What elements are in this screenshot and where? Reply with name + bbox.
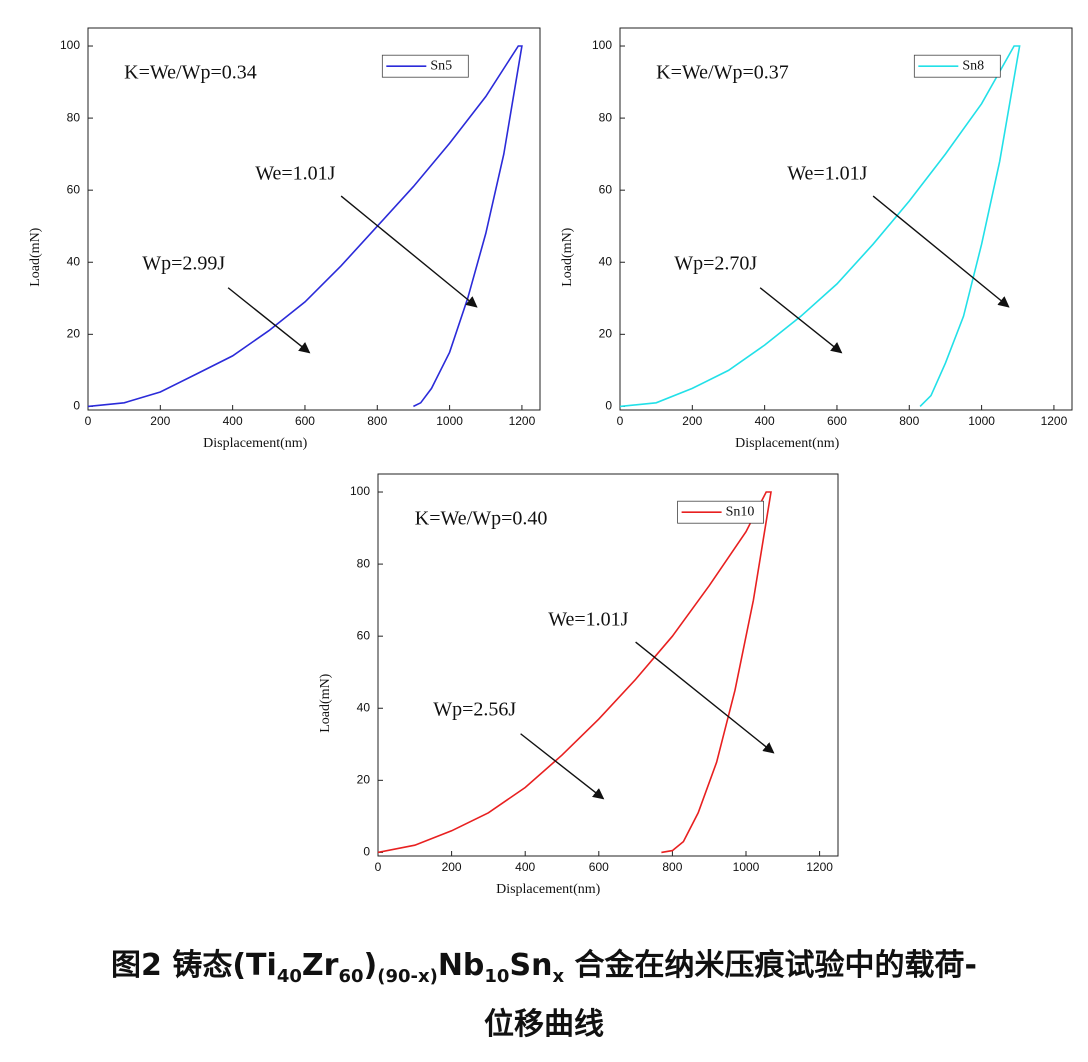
x-axis-label: Displacement(nm) (203, 436, 308, 451)
legend-label: Sn8 (962, 58, 984, 73)
y-tick-label: 60 (67, 182, 81, 196)
y-tick-label: 0 (605, 399, 612, 413)
annotation-arrow (227, 287, 311, 354)
y-axis-label: Load(mN) (318, 673, 333, 732)
load-curve (87, 45, 523, 408)
y-tick-label: 20 (599, 326, 613, 340)
annotation-arrow (759, 287, 843, 354)
x-tick-label: 1200 (1041, 414, 1068, 428)
x-axis-label: Displacement(nm) (496, 882, 601, 897)
annotation-arrow (635, 641, 775, 754)
plot-frame (619, 27, 1073, 411)
x-tick-label: 600 (295, 414, 315, 428)
x-tick-label: 0 (85, 414, 92, 428)
caption-subscript: x (552, 966, 565, 987)
caption-subscript: 10 (484, 966, 510, 987)
y-tick-label: 20 (67, 326, 81, 340)
y-tick-label: 100 (350, 484, 370, 498)
annotation: Wp=2.99J (142, 252, 225, 274)
caption-subscript: 60 (338, 966, 364, 987)
y-tick-label: 20 (357, 772, 371, 786)
x-tick-label: 600 (827, 414, 847, 428)
x-tick-label: 200 (150, 414, 170, 428)
x-tick-label: 800 (899, 414, 919, 428)
y-tick-label: 40 (599, 254, 613, 268)
x-tick-label: 0 (617, 414, 624, 428)
annotation: We=1.01J (255, 163, 335, 185)
annotation: Wp=2.70J (674, 252, 757, 274)
y-tick-label: 80 (599, 110, 613, 124)
annotation-arrow (340, 195, 478, 308)
caption-text: 合金在纳米压痕试验中的载荷- (564, 948, 977, 983)
annotation-arrow (520, 733, 605, 800)
annotation: We=1.01J (787, 163, 867, 185)
caption-text: Zr (301, 948, 339, 983)
x-tick-label: 200 (442, 860, 462, 874)
x-tick-label: 1000 (968, 414, 995, 428)
x-tick-label: 400 (755, 414, 775, 428)
annotation: We=1.01J (548, 609, 628, 631)
caption-line: 图2 铸态(Ti40Zr60)(90-x)Nb10Snx 合金在纳米压痕试验中的… (0, 940, 1088, 987)
y-tick-label: 100 (60, 38, 80, 52)
plot-frame (377, 473, 839, 857)
caption-line: 位移曲线 (484, 1007, 604, 1042)
y-tick-label: 40 (357, 700, 371, 714)
annotation: Wp=2.56J (433, 698, 516, 720)
x-tick-label: 400 (223, 414, 243, 428)
figure: 0 200 400 600 800 1000 1200020406080100Displac… (28, 27, 1073, 897)
y-tick-label: 40 (67, 254, 81, 268)
y-tick-label: 0 (73, 399, 80, 413)
caption-text: Sn (509, 948, 553, 983)
y-axis-label: Load(mN) (28, 227, 43, 286)
load-curve (619, 45, 1021, 408)
load-curve (377, 491, 772, 854)
y-tick-label: 80 (357, 556, 371, 570)
x-tick-label: 1200 (806, 860, 833, 874)
caption-text: 图2 铸态(Ti (111, 948, 277, 983)
x-tick-label: 1200 (509, 414, 536, 428)
caption-subscript: 40 (276, 966, 302, 987)
caption-subscript: (90-x) (377, 966, 438, 987)
chart: 0 200 400 600 800 1000 1200 0 20 40 60 80 100 Displac… (318, 473, 839, 897)
legend-label: Sn10 (726, 504, 755, 519)
chart: 0 200 400 600 800 1000 1200 0 20 40 60 80 100 Displac… (28, 27, 541, 451)
x-tick-label: 400 (515, 860, 535, 874)
x-tick-label: 800 (367, 414, 387, 428)
annotation: K=We/Wp=0.40 (415, 507, 548, 529)
annotation: K=We/Wp=0.37 (656, 61, 789, 83)
plot-frame (87, 27, 541, 411)
x-axis-label: Displacement(nm) (735, 436, 840, 451)
y-tick-label: 100 (592, 38, 612, 52)
x-tick-label: 1000 (733, 860, 760, 874)
y-tick-label: 0 (363, 845, 370, 859)
y-tick-label: 60 (599, 182, 613, 196)
annotation: K=We/Wp=0.34 (124, 61, 257, 83)
y-axis-label: Load(mN) (560, 227, 575, 286)
legend-label: Sn5 (430, 58, 452, 73)
y-tick-label: 80 (67, 110, 81, 124)
x-tick-label: 800 (662, 860, 682, 874)
caption-text: Nb (437, 948, 485, 983)
annotation-arrow (872, 195, 1010, 308)
y-tick-label: 60 (357, 628, 371, 642)
caption: 图2 铸态(Ti40Zr60)(90-x)Nb10Snx 合金在纳米压痕试验中的… (0, 940, 1088, 1043)
chart: 0 200 400 600 800 1000 1200 0 20 40 60 80 100 Displac… (560, 27, 1073, 451)
x-tick-label: 600 (589, 860, 609, 874)
x-tick-label: 200 (682, 414, 702, 428)
x-tick-label: 0 (375, 860, 382, 874)
x-tick-label: 1000 (436, 414, 463, 428)
caption-text: ) (363, 948, 378, 983)
